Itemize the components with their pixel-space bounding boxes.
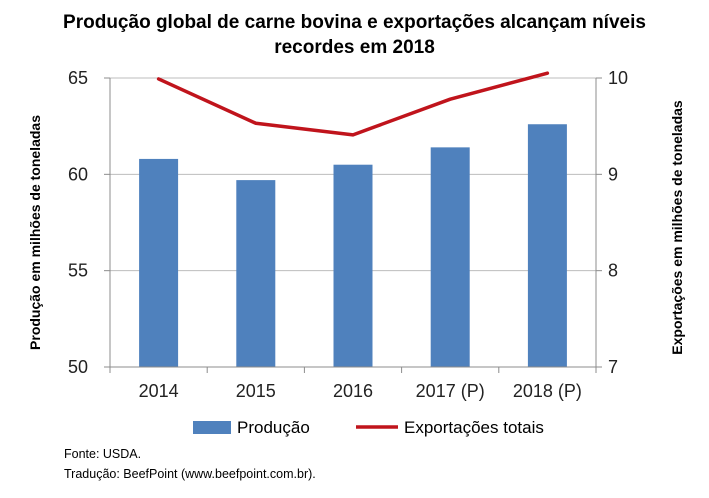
line-exportacoes xyxy=(156,71,550,137)
x-tick-label: 2018 (P) xyxy=(513,381,582,401)
x-tick-label: 2017 (P) xyxy=(416,381,485,401)
tick-labels: 50 55 60 65 7 8 9 10 2014 2015 2016 2017 (P) 2018 (P… xyxy=(68,68,628,401)
bar-2018 xyxy=(527,124,567,368)
chart-title: Produção global de carne bovina e export… xyxy=(0,10,709,60)
chart-title-line-2: recordes em 2018 xyxy=(274,37,435,58)
y-axis-right-label: Exportações em milhões de toneladas xyxy=(669,100,685,355)
legend-swatch-produção xyxy=(193,421,231,434)
bar-2017 xyxy=(430,147,470,367)
legend: Produção Exportações totais xyxy=(193,418,544,437)
legend-label-exportacoes: Exportações totais xyxy=(404,418,544,437)
source-note: Fonte: USDA. Tradução: BeefPoint (www.be… xyxy=(64,444,316,484)
line-exportacoes-path xyxy=(156,71,550,137)
y-right-tick-label: 9 xyxy=(608,164,618,184)
bar-2016 xyxy=(333,164,373,367)
bar-2015 xyxy=(236,180,276,367)
y-right-tick-label: 10 xyxy=(608,68,628,88)
y-right-tick-label: 7 xyxy=(608,357,618,377)
legend-label-produção: Produção xyxy=(237,418,310,437)
x-tick-label: 2015 xyxy=(236,381,276,401)
translation-credit: Tradução: BeefPoint (www.beefpoint.com.b… xyxy=(64,467,316,481)
y-left-tick-label: 65 xyxy=(68,68,88,88)
x-tick-label: 2014 xyxy=(139,381,179,401)
x-tick-label: 2016 xyxy=(333,381,373,401)
y-right-tick-label: 8 xyxy=(608,261,618,281)
chart-title-line-1: Produção global de carne bovina e export… xyxy=(63,12,646,33)
axes xyxy=(104,77,602,373)
source-text: Fonte: USDA. xyxy=(64,447,142,461)
bar-2014 xyxy=(139,158,179,367)
y-axis-left-label: Produção em milhões de toneladas xyxy=(27,115,43,350)
bars-produção xyxy=(139,124,567,368)
y-left-tick-label: 55 xyxy=(68,261,88,281)
y-left-tick-label: 60 xyxy=(68,164,88,184)
y-left-tick-label: 50 xyxy=(68,357,88,377)
